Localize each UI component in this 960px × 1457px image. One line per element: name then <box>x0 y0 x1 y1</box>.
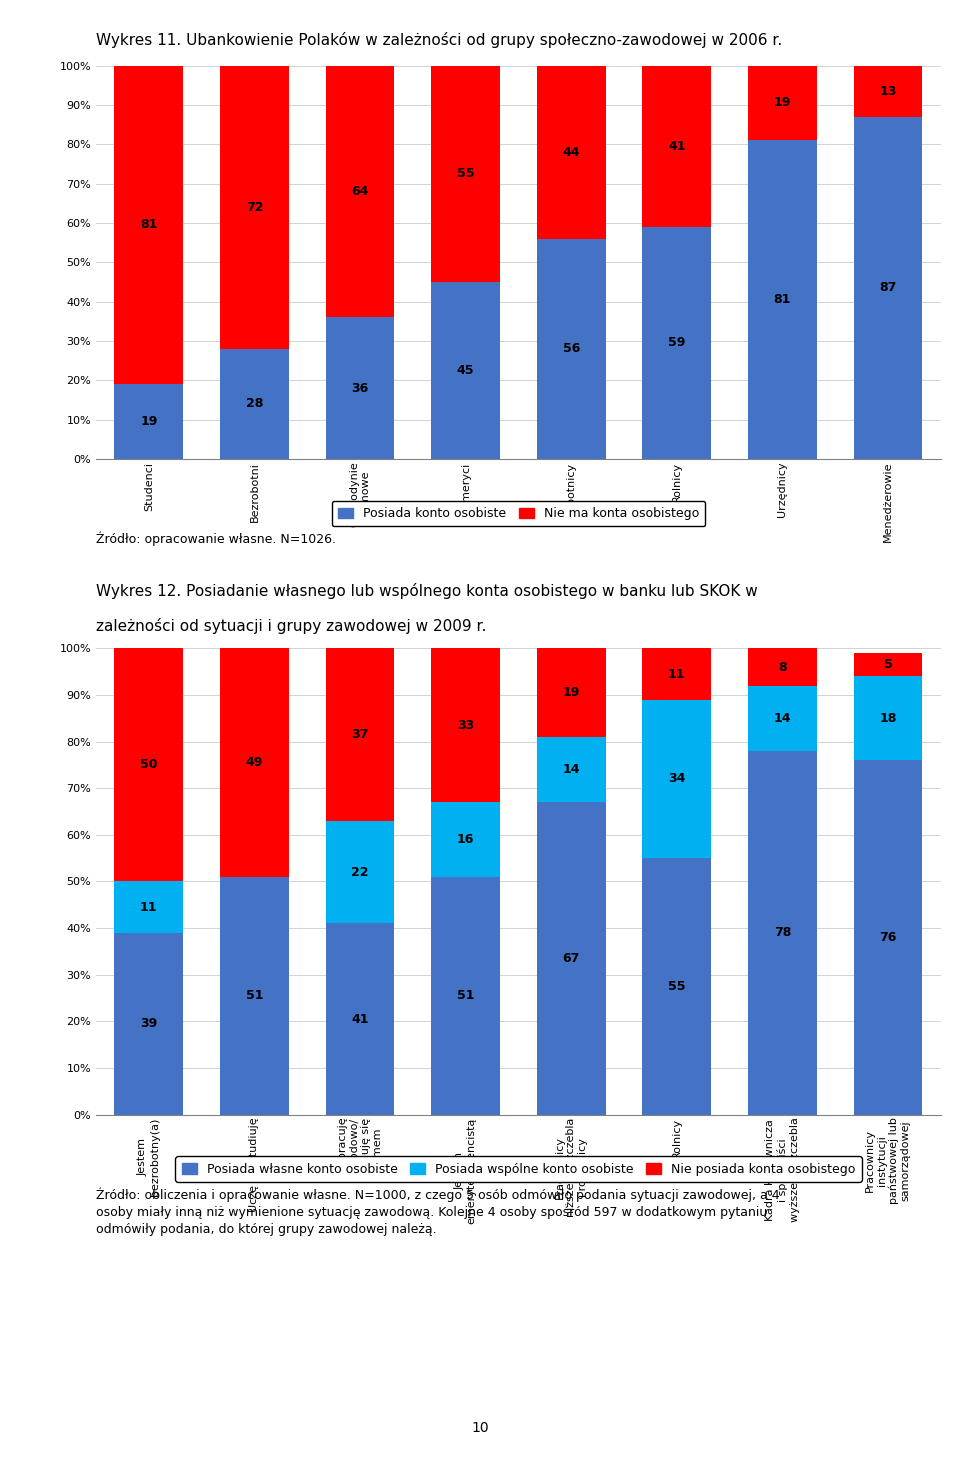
Text: 19: 19 <box>140 415 157 428</box>
Bar <box>853 676 923 761</box>
Text: Źródło: opracowanie własne. N=1026.: Źródło: opracowanie własne. N=1026. <box>96 532 336 546</box>
Bar <box>748 648 817 686</box>
Text: 14: 14 <box>563 763 580 777</box>
Bar <box>748 140 817 459</box>
Text: 51: 51 <box>246 989 263 1002</box>
Bar <box>853 66 923 117</box>
Bar <box>642 66 711 227</box>
Text: 44: 44 <box>563 146 580 159</box>
Text: 50: 50 <box>140 759 157 771</box>
Bar <box>325 924 395 1115</box>
Text: 10: 10 <box>471 1421 489 1435</box>
Bar <box>537 239 606 459</box>
Bar <box>325 648 395 820</box>
Bar <box>431 877 500 1115</box>
Bar <box>220 877 289 1115</box>
Legend: Posiada własne konto osobiste, Posiada wspólne konto osobiste, Nie posiada konta: Posiada własne konto osobiste, Posiada w… <box>176 1157 861 1182</box>
Bar <box>114 648 183 881</box>
Bar <box>853 653 923 676</box>
Text: 72: 72 <box>246 201 263 214</box>
Text: 33: 33 <box>457 718 474 731</box>
Text: 76: 76 <box>879 931 897 944</box>
Text: 49: 49 <box>246 756 263 769</box>
Text: 39: 39 <box>140 1017 157 1030</box>
Text: 19: 19 <box>563 686 580 699</box>
Text: 11: 11 <box>668 667 685 680</box>
Bar <box>853 117 923 459</box>
Text: 59: 59 <box>668 337 685 350</box>
Text: 81: 81 <box>140 219 157 232</box>
Text: 8: 8 <box>779 660 786 673</box>
Bar <box>431 803 500 877</box>
Bar <box>431 648 500 803</box>
Text: 18: 18 <box>879 712 897 724</box>
Text: 87: 87 <box>879 281 897 294</box>
Text: 5: 5 <box>883 659 893 672</box>
Bar <box>325 318 395 459</box>
Text: 81: 81 <box>774 293 791 306</box>
Text: 55: 55 <box>457 168 474 181</box>
Text: Wykres 11. Ubankowienie Polaków w zależności od grupy społeczno-zawodowej w 2006: Wykres 11. Ubankowienie Polaków w zależn… <box>96 32 782 48</box>
Text: 34: 34 <box>668 772 685 785</box>
Bar <box>853 761 923 1115</box>
Bar <box>114 66 183 385</box>
Text: 64: 64 <box>351 185 369 198</box>
Text: 41: 41 <box>668 140 685 153</box>
Text: 55: 55 <box>668 981 685 992</box>
Bar <box>642 227 711 459</box>
Bar <box>220 348 289 459</box>
Text: 36: 36 <box>351 382 369 395</box>
Text: 51: 51 <box>457 989 474 1002</box>
Bar <box>748 66 817 140</box>
Text: 78: 78 <box>774 927 791 940</box>
Bar <box>431 66 500 283</box>
Text: 37: 37 <box>351 728 369 742</box>
Bar <box>325 820 395 924</box>
Text: 45: 45 <box>457 364 474 377</box>
Bar <box>220 66 289 348</box>
Text: 19: 19 <box>774 96 791 109</box>
Bar <box>537 737 606 803</box>
Bar <box>748 686 817 750</box>
Bar <box>537 648 606 737</box>
Legend: Posiada konto osobiste, Nie ma konta osobistego: Posiada konto osobiste, Nie ma konta oso… <box>332 501 705 526</box>
Text: zależności od sytuacji i grupy zawodowej w 2009 r.: zależności od sytuacji i grupy zawodowej… <box>96 618 487 634</box>
Bar <box>220 648 289 877</box>
Text: 14: 14 <box>774 712 791 724</box>
Text: 22: 22 <box>351 865 369 879</box>
Text: Źródło: obliczenia i opracowanie własne. N=1000, z czego 5 osób odmówiło podania: Źródło: obliczenia i opracowanie własne.… <box>96 1187 780 1236</box>
Bar <box>642 858 711 1115</box>
Text: Wykres 12. Posiadanie własnego lub wspólnego konta osobistego w banku lub SKOK w: Wykres 12. Posiadanie własnego lub wspól… <box>96 583 757 599</box>
Bar <box>748 750 817 1115</box>
Text: 56: 56 <box>563 342 580 356</box>
Text: 11: 11 <box>140 900 157 914</box>
Text: 67: 67 <box>563 951 580 965</box>
Bar <box>325 66 395 318</box>
Bar <box>114 932 183 1115</box>
Text: 28: 28 <box>246 398 263 411</box>
Text: 13: 13 <box>879 85 897 98</box>
Bar <box>642 648 711 699</box>
Bar <box>114 881 183 932</box>
Bar <box>431 283 500 459</box>
Bar <box>537 803 606 1115</box>
Bar <box>642 699 711 858</box>
Bar <box>114 385 183 459</box>
Bar <box>537 66 606 239</box>
Text: 16: 16 <box>457 833 474 847</box>
Text: 41: 41 <box>351 1013 369 1026</box>
